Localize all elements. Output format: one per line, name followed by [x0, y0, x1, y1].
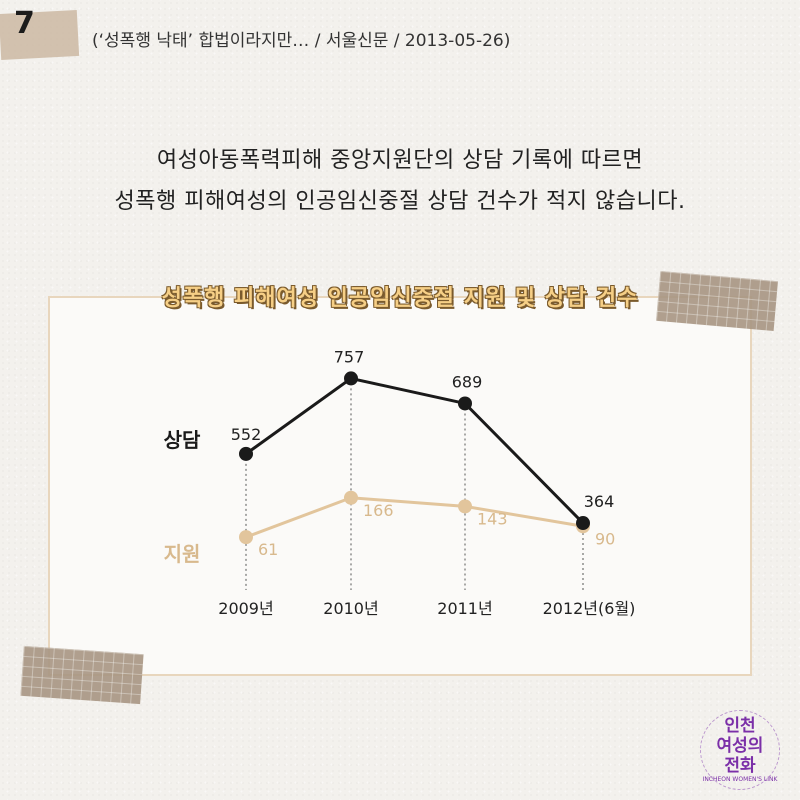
logo-small-text: INCHEON WOMEN'S LINK [702, 776, 778, 783]
logo: 인천 여성의 전화 INCHEON WOMEN'S LINK [698, 708, 782, 792]
headline-line-2: 성폭행 피해여성의 인공임신중절 상담 건수가 적지 않습니다. [114, 189, 686, 214]
page-number: 7 [14, 6, 35, 41]
x-tick-label: 2010년 [323, 599, 378, 618]
data-label-consult: 689 [452, 372, 483, 391]
series-line-support [245, 496, 584, 539]
logo-line-1: 인천 [724, 716, 756, 736]
source-citation: (‘성폭행 낙태’ 합법이라지만… / 서울신문 / 2013-05-26) [92, 31, 511, 51]
data-label-consult: 364 [584, 492, 615, 511]
x-tick-label: 2009년 [218, 599, 273, 618]
logo-line-3: 전화 [724, 756, 756, 776]
data-label-support: 61 [258, 540, 278, 559]
data-label-consult: 757 [334, 347, 365, 366]
headline-line-1: 여성아동폭력피해 중앙지원단의 상담 기록에 따르면 [156, 148, 644, 173]
legend-label-support: 지원 [164, 542, 201, 566]
point-consult [576, 516, 590, 531]
logo-line-2: 여성의 [716, 736, 764, 756]
data-label-support: 143 [477, 509, 508, 528]
series-line-consult [245, 376, 585, 525]
data-label-support: 90 [595, 529, 615, 548]
point-consult [344, 371, 358, 386]
chart-title: 성폭행 피해여성 인공임신중절 지원 및 상담 건수 [161, 286, 639, 311]
chart-card [48, 296, 752, 676]
logo-ring [700, 710, 780, 790]
point-support [344, 490, 358, 505]
data-label-support: 166 [363, 501, 394, 520]
point-support [239, 530, 253, 545]
x-tick-label: 2012년(6월) [543, 599, 636, 618]
data-label-consult: 552 [231, 425, 262, 444]
legend-label-consult: 상담 [164, 428, 201, 452]
point-consult [458, 396, 472, 411]
x-tick-label: 2011년 [437, 599, 492, 618]
point-support [458, 499, 472, 514]
point-consult [239, 446, 253, 461]
